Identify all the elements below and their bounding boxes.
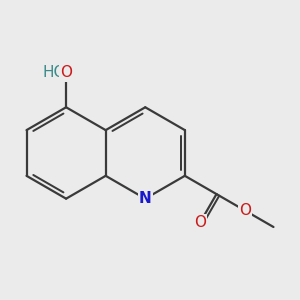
Text: O: O [194,215,206,230]
Text: HO: HO [43,65,66,80]
Text: O: O [239,203,251,218]
Text: N: N [139,191,152,206]
Text: O: O [60,65,72,80]
